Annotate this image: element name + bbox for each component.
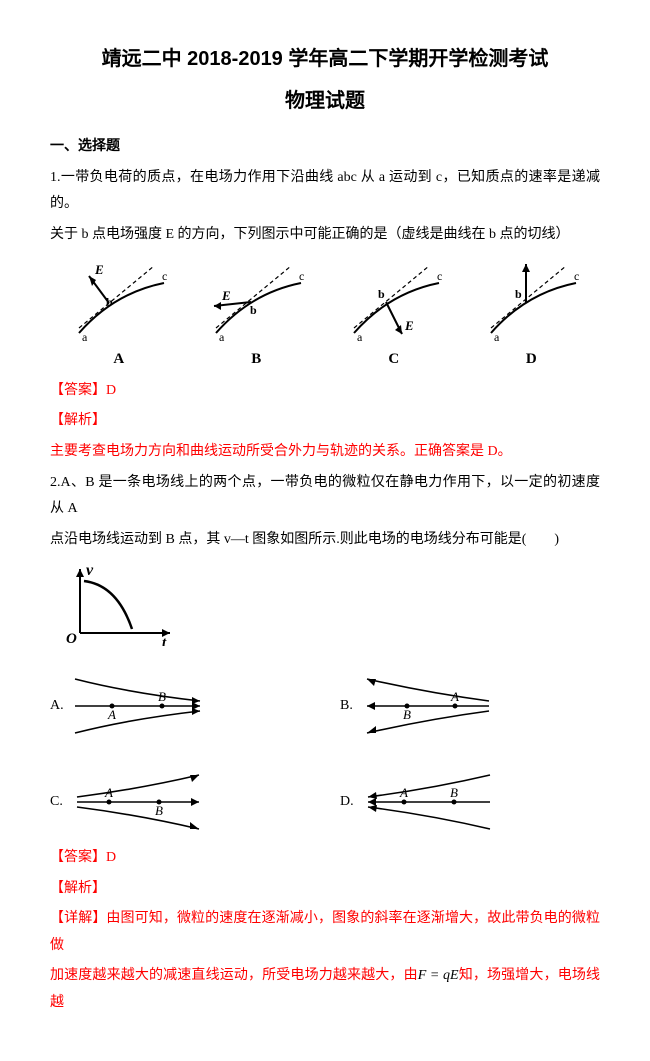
q1-label-c: C [325,345,463,374]
page-title: 靖远二中 2018-2019 学年高二下学期开学检测考试 [50,40,600,78]
svg-text:E: E [404,318,414,333]
q1-expl-prefix: 【解析】 [50,408,600,435]
svg-text:a: a [494,330,500,343]
q2-opt-c-letter: C. [50,789,63,816]
q1-answer: 【答案】D [50,378,600,405]
q2-options: A. A B B. A B C. [50,671,600,837]
page-subtitle: 物理试题 [50,82,600,120]
svg-text:b: b [515,287,522,301]
q1-label-d: D [463,345,601,374]
q1-figure-row: a b c E A a b c E B a b c [50,258,600,374]
q2-opt-d-letter: D. [340,789,354,816]
q2-detail: 【详解】由图可知，微粒的速度在逐渐减小，图象的斜率在逐渐增大，故此带负电的微粒做 [50,906,600,959]
q2-detail-a: 由图可知，微粒的速度在逐渐减小，图象的斜率在逐渐增大，故此带负电的微粒做 [50,911,600,953]
q1-expl: 主要考查电场力方向和曲线运动所受合外力与轨迹的关系。正确答案是 D。 [50,439,600,466]
q2-answer: 【答案】D [50,845,600,872]
svg-text:v: v [86,562,94,579]
svg-text:a: a [219,330,225,343]
q2-opt-b-letter: B. [340,693,353,720]
svg-text:B: B [450,785,458,800]
q1-label-a: A [50,345,188,374]
svg-text:c: c [437,269,442,283]
q2-opt-b: B. A B [340,671,600,741]
svg-text:b: b [250,303,257,317]
q1-fig-c: a b c E C [325,258,463,374]
svg-text:c: c [574,269,579,283]
svg-text:B: B [403,707,411,722]
q1-line2: 关于 b 点电场强度 E 的方向，下列图示中可能正确的是（虚线是曲线在 b 点的… [50,222,600,249]
q2-detail-prefix: 【详解】 [50,911,106,926]
svg-text:b: b [378,287,385,301]
q1-fig-d: a b c D [463,258,601,374]
svg-text:B: B [158,689,166,704]
q2-opt-a: A. A B [50,671,310,741]
q1-answer-val: D [106,383,116,398]
svg-text:E: E [94,262,104,277]
q1-line1: 1.一带负电荷的质点，在电场力作用下沿曲线 abc 从 a 运动到 c，已知质点… [50,165,600,218]
q2-opt-a-letter: A. [50,693,64,720]
svg-text:a: a [82,330,88,343]
q2-detail-line2: 加速度越来越大的减速直线运动，所受电场力越来越大，由F = qE知，场强增大，电… [50,963,600,1016]
q2-opt-c: C. A B [50,767,310,837]
svg-text:c: c [162,269,167,283]
svg-text:c: c [299,269,304,283]
q2-line2: 点沿电场线运动到 B 点，其 v—t 图象如图所示.则此电场的电场线分布可能是(… [50,527,600,554]
q2-vt-graph: v t O [62,561,600,657]
svg-text:A: A [399,785,408,800]
svg-text:B: B [155,803,163,818]
svg-text:O: O [66,631,77,646]
svg-text:a: a [357,330,363,343]
q2-answer-val: D [106,850,116,865]
q2-detail-b: 加速度越来越大的减速直线运动，所受电场力越来越大，由 [50,968,418,983]
section-choice-header: 一、选择题 [50,132,600,159]
svg-text:A: A [107,707,116,722]
q2-opt-d: D. A B [340,767,600,837]
q1-fig-b: a b c E B [188,258,326,374]
q1-label-b: B [188,345,326,374]
q2-expl-prefix: 【解析】 [50,876,600,903]
q2-formula: F = qE [418,968,459,983]
q1-answer-prefix: 【答案】 [50,383,106,398]
q2-line1: 2.A、B 是一条电场线上的两个点，一带负电的微粒仅在静电力作用下，以一定的初速… [50,470,600,523]
svg-text:E: E [221,288,231,303]
svg-text:t: t [162,635,167,646]
q2-answer-prefix: 【答案】 [50,850,106,865]
svg-text:A: A [104,785,113,800]
svg-text:A: A [450,689,459,704]
q1-fig-a: a b c E A [50,258,188,374]
